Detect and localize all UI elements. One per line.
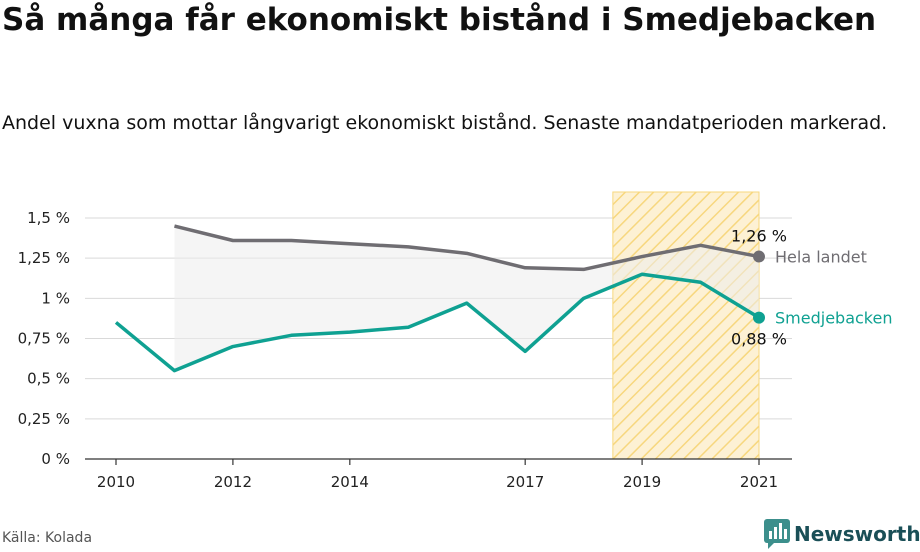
axes [85,458,792,465]
y-tick-label: 0,75 % [18,330,70,348]
labels: 0 % 0,25 % 0,5 % 0,75 % 1 % 1,25 % 1,5 % 2010 20… [18,209,893,491]
y-tick-label: 0,5 % [27,370,70,388]
end-marker-smedjebacken [753,311,765,324]
source-note: Källa: Kolada [2,530,93,546]
x-tick-label: 2014 [331,473,369,491]
y-tick-label: 0 % [41,450,70,468]
x-tick-label: 2012 [214,473,252,491]
chart-title: Så många får ekonomiskt bistånd i Smedje… [2,2,877,38]
series-name-hela-landet: Hela landet [775,248,867,267]
y-tick-label: 1,5 % [27,209,70,227]
x-tick-label: 2017 [506,473,544,491]
x-tick-label: 2021 [740,473,778,491]
x-tick-label: 2010 [97,473,135,491]
y-tick-label: 1 % [41,289,70,307]
y-tick-label: 0,25 % [18,410,70,428]
brand[interactable]: Newsworthy [764,519,920,549]
newsworthy-logo-icon [764,519,790,549]
line-chart: 0 % 0,25 % 0,5 % 0,75 % 1 % 1,25 % 1,5 % 2010 20… [18,191,893,491]
mandate-period-band [612,191,760,460]
y-tick-label: 1,25 % [18,249,70,267]
end-value-hela-landet: 1,26 % [731,227,787,246]
series-lines [114,224,765,373]
series-name-smedjebacken: Smedjebacken [775,309,892,328]
chart-subtitle: Andel vuxna som mottar långvarigt ekonom… [2,112,888,134]
gap-fill [174,226,760,371]
highlight-band [612,191,760,460]
end-marker-hela-landet [753,250,765,263]
series-line-hela-landet [174,224,760,272]
gap-area [174,226,760,371]
x-tick-label: 2019 [623,473,661,491]
end-value-smedjebacken: 0,88 % [731,330,787,349]
brand-name: Newsworthy [794,522,920,546]
series-line-smedjebacken [114,272,760,373]
